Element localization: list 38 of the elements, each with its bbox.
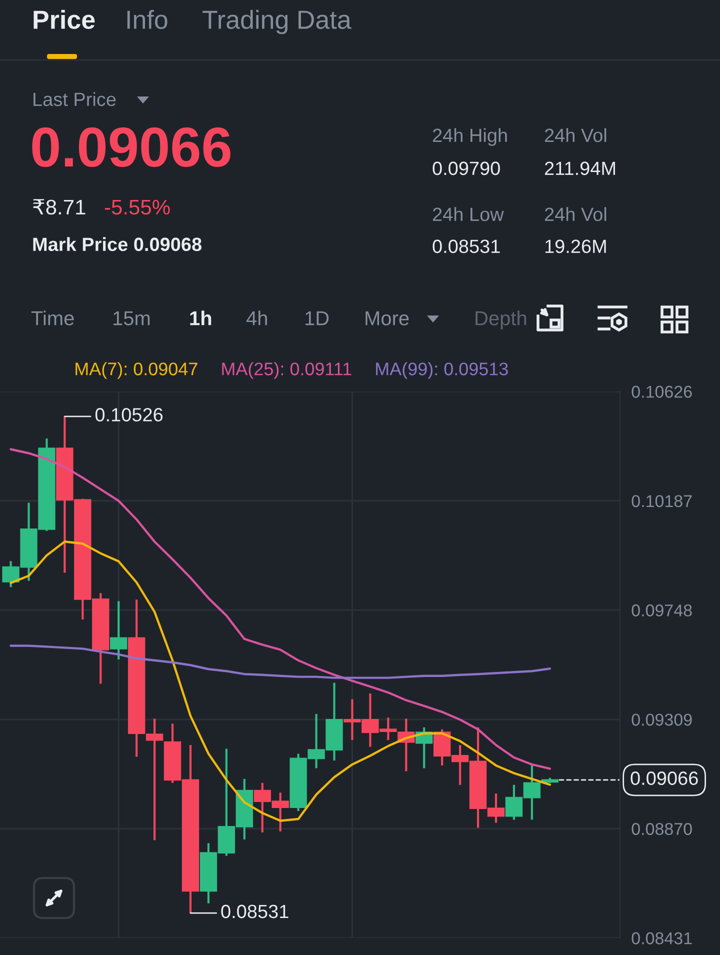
text: MA(99): 0.09513 (376, 362, 508, 379)
text: Price (34, 10, 95, 29)
text: 0.09790 (432, 162, 500, 176)
text: More (366, 311, 409, 326)
text: Last Price (34, 92, 116, 106)
text: MA(7): 0.09047 (76, 362, 198, 379)
y-tick-label: 0.10187 (632, 495, 692, 508)
text: Time (31, 310, 74, 326)
text: 24h Low (432, 207, 504, 222)
text: 15m (114, 311, 150, 326)
candlestick (110, 600, 128, 660)
text: Depth (476, 310, 526, 330)
ref-line-label: 0.09066 (630, 772, 698, 785)
y-tick-label: 0.09309 (632, 714, 692, 726)
y-tick-label: 0.09748 (632, 604, 692, 616)
text: Info (127, 10, 168, 29)
text: 0.09066 (32, 127, 230, 168)
text: 24h Vol (544, 128, 606, 142)
text: 24h High (432, 128, 507, 146)
line-series (10, 448, 552, 770)
text: Trading Data (202, 10, 352, 34)
annotation: 0.10526 (95, 408, 163, 422)
text: ₹8.71 (33, 199, 86, 215)
annotation: 0.08531 (221, 904, 288, 918)
text: 0.08531 (432, 240, 500, 254)
text: 1D (306, 311, 329, 326)
text: -5.55% (104, 200, 170, 215)
y-tick-label: 0.08870 (632, 822, 692, 836)
text: 24h Vol (544, 207, 606, 222)
text: 1h (190, 310, 212, 326)
line-series (10, 644, 552, 679)
text: Mark Price 0.09068 (33, 237, 202, 252)
text: 211.94M (544, 162, 615, 176)
text: MA(25): 0.09111 (222, 362, 352, 379)
y-tick-label: 0.10626 (632, 386, 692, 398)
text: 19.26M (545, 240, 606, 254)
text: 4h (246, 310, 267, 326)
y-tick-label: 0.08431 (632, 932, 692, 944)
